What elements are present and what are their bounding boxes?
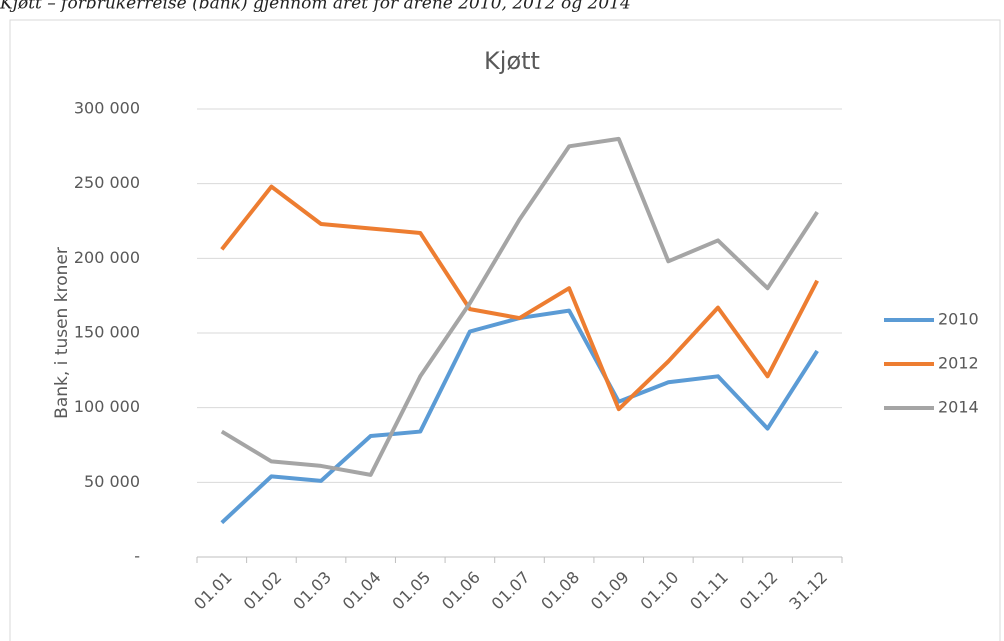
caption: Kjøtt – forbrukerreise (bank) gjennom år…	[0, 0, 631, 14]
series-line	[220, 184, 819, 412]
legend-label: 2014	[938, 398, 979, 417]
y-tick-label: 50 000	[84, 472, 140, 491]
chart-title: Kjøtt	[484, 47, 540, 75]
y-tick-label: 250 000	[74, 173, 140, 192]
y-tick-label: 100 000	[74, 397, 140, 416]
y-tick-label: 300 000	[74, 99, 140, 118]
legend-label: 2010	[938, 310, 979, 329]
y-tick-label: 150 000	[74, 323, 140, 342]
y-tick-label: -	[134, 547, 140, 566]
legend-label: 2012	[938, 354, 979, 373]
y-tick-label: 200 000	[74, 248, 140, 267]
chart-border	[9, 19, 1001, 641]
y-axis-title: Bank, i tusen kroner	[52, 247, 72, 419]
series-line	[220, 136, 819, 477]
